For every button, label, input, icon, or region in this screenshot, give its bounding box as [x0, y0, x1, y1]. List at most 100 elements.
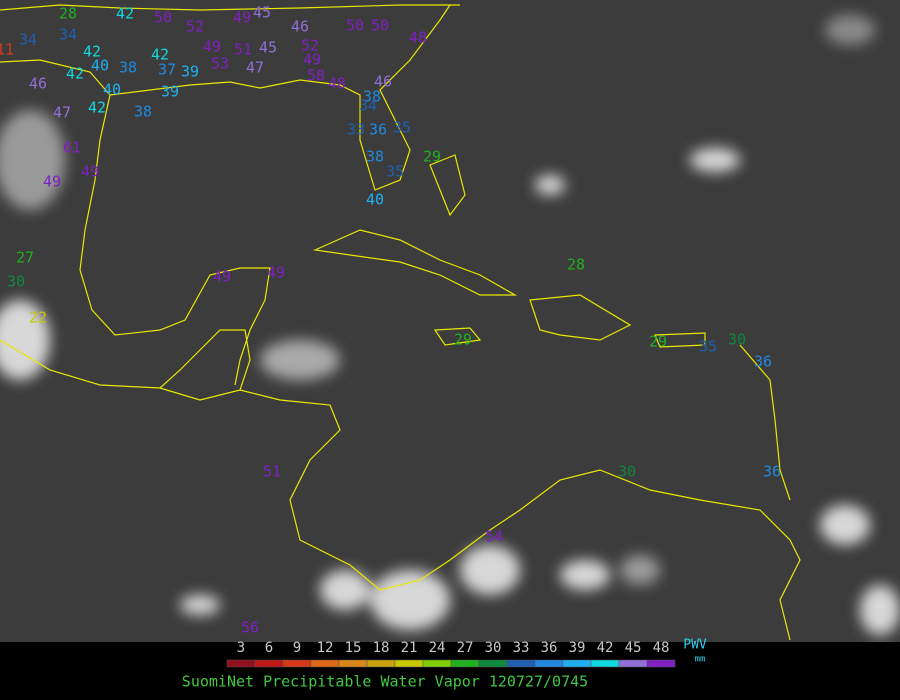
satellite-background [0, 0, 900, 642]
station-pwv-label: 38 [363, 88, 381, 106]
station-pwv-label: 22 [29, 309, 47, 327]
station-pwv-label: 58 [307, 67, 325, 85]
colorbar-segment [646, 659, 676, 668]
station-pwv-label: 48 [409, 29, 427, 47]
station-pwv-label: 34 [19, 31, 37, 49]
station-pwv-label: 38 [134, 103, 152, 121]
station-pwv-label: 49 [213, 268, 231, 286]
colorbar-segment [562, 659, 592, 668]
colorbar-tick-label: 18 [373, 640, 390, 656]
station-pwv-label: 53 [211, 55, 229, 73]
station-pwv-label: 50 [346, 17, 364, 35]
station-pwv-label: 34 [359, 97, 377, 115]
colorbar-tick-label: 21 [401, 640, 418, 656]
colorbar-tick-label: 24 [429, 640, 446, 656]
station-pwv-label: 37 [158, 61, 176, 79]
coastlines [0, 4, 801, 641]
station-pwv-label: 49 [303, 51, 321, 69]
station-pwv-label: 52 [186, 18, 204, 36]
station-pwv-label: 28 [567, 256, 585, 274]
station-pwv-label: 30 [618, 463, 636, 481]
colorbar: 3 6 9 12 15 18 21 24 27 30 33 36 39 42 45 48 [226, 640, 676, 668]
station-pwv-label: 45 [259, 39, 277, 57]
station-pwv-label: 49 [43, 173, 61, 191]
colorbar-segment [338, 659, 368, 668]
station-pwv-label: 49 [267, 264, 285, 282]
colorbar-tick-label: 12 [317, 640, 334, 656]
colorbar-segment [534, 659, 564, 668]
station-pwv-label: 49 [81, 163, 99, 181]
station-pwv-label: 28 [59, 5, 77, 23]
colorbar-tick-label: 6 [265, 640, 273, 656]
colorbar-segment [226, 659, 256, 668]
colorbar-tick-label: 42 [597, 640, 614, 656]
station-pwv-label: 35 [393, 119, 411, 137]
station-pwv-label: 30 [7, 273, 25, 291]
station-pwv-label: 47 [53, 104, 71, 122]
station-pwv-label: 29 [423, 148, 441, 166]
station-pwv-label: 52 [301, 37, 319, 55]
colorbar-tick-label: 9 [293, 640, 301, 656]
colorbar-tick-label: 48 [653, 640, 670, 656]
colorbar-segment [254, 659, 284, 668]
station-pwv-label: 11 [0, 41, 14, 59]
colorbar-tick-label: 15 [345, 640, 362, 656]
station-pwv-label: 36 [763, 463, 781, 481]
station-pwv-label: 36 [754, 353, 772, 371]
station-pwv-label: 47 [246, 59, 264, 77]
colorbar-tick-label: 36 [541, 640, 558, 656]
station-pwv-label: 35 [386, 163, 404, 181]
station-pwv-label: 40 [366, 191, 384, 209]
colorbar-segment [366, 659, 396, 668]
station-pwv-label: 46 [291, 18, 309, 36]
station-pwv-label: 46 [374, 73, 392, 91]
station-pwv-label: 49 [203, 38, 221, 56]
station-pwv-label: 33 [347, 121, 365, 139]
colorbar-segment [422, 659, 452, 668]
station-pwv-label: 38 [119, 59, 137, 77]
station-pwv-label: 38 [366, 148, 384, 166]
station-pwv-label: 54 [485, 528, 503, 546]
station-pwv-label: 34 [59, 26, 77, 44]
colorbar-segment [618, 659, 648, 668]
station-pwv-label: 29 [454, 331, 472, 349]
station-pwv-label: 40 [91, 57, 109, 75]
station-pwv-label: 42 [83, 43, 101, 61]
station-pwv-label: 30 [728, 331, 746, 349]
station-pwv-label: 49 [233, 9, 251, 27]
title: SuomiNet Precipitable Water Vapor 120727… [182, 673, 588, 691]
colorbar-tick-label: 27 [457, 640, 474, 656]
colorbar-segment [394, 659, 424, 668]
colorbar-segment [310, 659, 340, 668]
station-pwv-label: 51 [234, 41, 252, 59]
station-pwv-label: 27 [16, 249, 34, 267]
station-pwv-label: 42 [151, 46, 169, 64]
station-pwv-label: 50 [154, 9, 172, 27]
clouds [0, 15, 900, 635]
station-pwv-label: 39 [181, 63, 199, 81]
station-pwv-label: 40 [103, 81, 121, 99]
station-pwv-label: 39 [161, 83, 179, 101]
station-pwv-label: 48 [328, 75, 346, 93]
colorbar-tick-label: 33 [513, 640, 530, 656]
colorbar-segment [282, 659, 312, 668]
station-pwv-label: 42 [116, 5, 134, 23]
colorbar-segment [590, 659, 620, 668]
station-pwv-label: 36 [369, 121, 387, 139]
station-pwv-label: 51 [263, 463, 281, 481]
station-pwv-label: 45 [253, 4, 271, 22]
colorbar-unit: mm [695, 655, 706, 665]
station-pwv-label: 56 [241, 619, 259, 637]
station-pwv-label: 29 [649, 333, 667, 351]
station-pwv-label: 50 [371, 17, 389, 35]
colorbar-segment [506, 659, 536, 668]
station-pwv-label: 35 [699, 338, 717, 356]
colorbar-tick-label: 3 [237, 640, 245, 656]
colorbar-tick-label: 30 [485, 640, 502, 656]
footer-background [0, 642, 900, 700]
colorbar-tick-label: 45 [625, 640, 642, 656]
colorbar-segment [450, 659, 480, 668]
colorbar-tick-label: 39 [569, 640, 586, 656]
